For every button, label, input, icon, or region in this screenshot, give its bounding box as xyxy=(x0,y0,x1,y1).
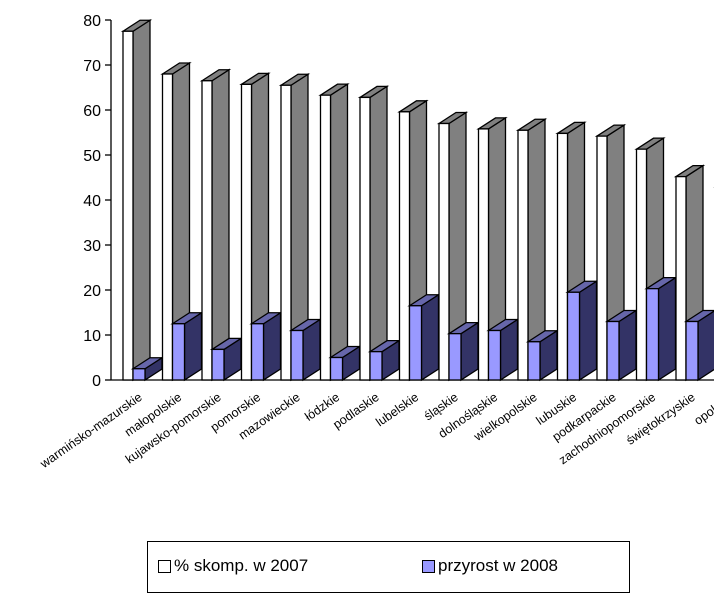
bar-2008-side xyxy=(657,276,677,382)
bar-chart: 0 10 20 30 40 50 60 70 80 warmińsko-mazurskiemał… xyxy=(37,13,714,471)
bar-2007 xyxy=(635,148,648,381)
y-tick-label: 70 xyxy=(83,58,101,75)
legend-item-2007: % skomp. w 2007 xyxy=(158,556,308,576)
y-tick-label: 0 xyxy=(92,373,101,390)
legend-swatch-2007 xyxy=(158,559,171,573)
bar-2008 xyxy=(329,356,344,381)
bar-group xyxy=(397,99,441,382)
bar-2007 xyxy=(477,128,490,381)
bar-2008 xyxy=(211,348,225,381)
bar-group xyxy=(357,85,402,382)
bar-2007 xyxy=(280,84,292,381)
bar-group xyxy=(634,136,678,382)
bar-group xyxy=(278,73,323,382)
x-tick-label: świętokrzyskie xyxy=(624,390,698,448)
x-tick-label: lubelskie xyxy=(373,390,421,429)
bar-2007 xyxy=(596,135,608,381)
bar-2008-side xyxy=(618,309,637,382)
bar-group xyxy=(476,116,520,382)
bar-2007 xyxy=(161,73,174,381)
bar-2008-side xyxy=(697,310,714,382)
bar-2007 xyxy=(240,83,253,381)
bar-2007 xyxy=(201,80,213,381)
y-tick-label: 80 xyxy=(83,13,101,30)
bar-2008 xyxy=(645,287,660,381)
bar-2007 xyxy=(517,129,529,381)
legend-swatch-2008 xyxy=(422,559,435,573)
bar-2008 xyxy=(369,350,383,381)
bar-2008 xyxy=(250,323,265,381)
bar-2008-side xyxy=(578,280,598,382)
bar-group xyxy=(555,121,599,382)
bar-group xyxy=(673,164,714,382)
legend-label-2008: przyrost w 2008 xyxy=(438,556,558,575)
bar-2008 xyxy=(290,329,304,381)
bar-group xyxy=(120,19,165,382)
legend: % skomp. w 2007 przyrost w 2008 xyxy=(147,541,630,593)
y-tick-label: 40 xyxy=(83,193,101,210)
bar-2007 xyxy=(359,96,371,381)
x-axis-labels: warmińsko-mazurskiemałopolskiekujawsko-p… xyxy=(37,390,714,471)
bar-group xyxy=(239,72,283,382)
bar-2008 xyxy=(606,320,620,381)
bar-group xyxy=(436,111,481,382)
bar-2008 xyxy=(132,368,146,381)
bar-2007-side xyxy=(329,82,349,382)
bar-2008 xyxy=(448,332,462,381)
bar-group xyxy=(199,68,244,382)
bar-2008 xyxy=(527,341,541,381)
bar-2008 xyxy=(566,291,581,381)
y-tick-label: 30 xyxy=(83,238,101,255)
bar-2008 xyxy=(408,305,423,381)
y-tick-label: 60 xyxy=(83,103,101,120)
bar-2007 xyxy=(438,122,450,381)
legend-label-2007: % skomp. w 2007 xyxy=(174,556,309,575)
x-tick-label: opolskie xyxy=(692,390,714,428)
bar-2007-side xyxy=(211,68,230,382)
bar-group xyxy=(594,123,639,382)
y-tick-label: 50 xyxy=(83,148,101,165)
bar-2008 xyxy=(685,320,699,381)
legend-item-2008: przyrost w 2008 xyxy=(422,556,558,576)
bar-2007 xyxy=(398,111,411,381)
bar-2008 xyxy=(171,323,186,381)
bar-group xyxy=(318,82,362,382)
y-tick-label: 20 xyxy=(83,283,101,300)
bar-2008-side xyxy=(420,293,440,382)
bar-2007-side xyxy=(369,85,388,382)
bar-group xyxy=(515,118,560,382)
bars xyxy=(120,19,714,382)
bar-2007 xyxy=(319,94,332,381)
bar-group xyxy=(160,61,204,382)
bar-2007-side xyxy=(132,19,151,382)
y-tick-label: 10 xyxy=(83,328,101,345)
bar-2007 xyxy=(675,175,687,381)
bar-2007 xyxy=(556,132,569,381)
bar-2007 xyxy=(122,30,134,381)
bar-2008 xyxy=(487,329,502,381)
